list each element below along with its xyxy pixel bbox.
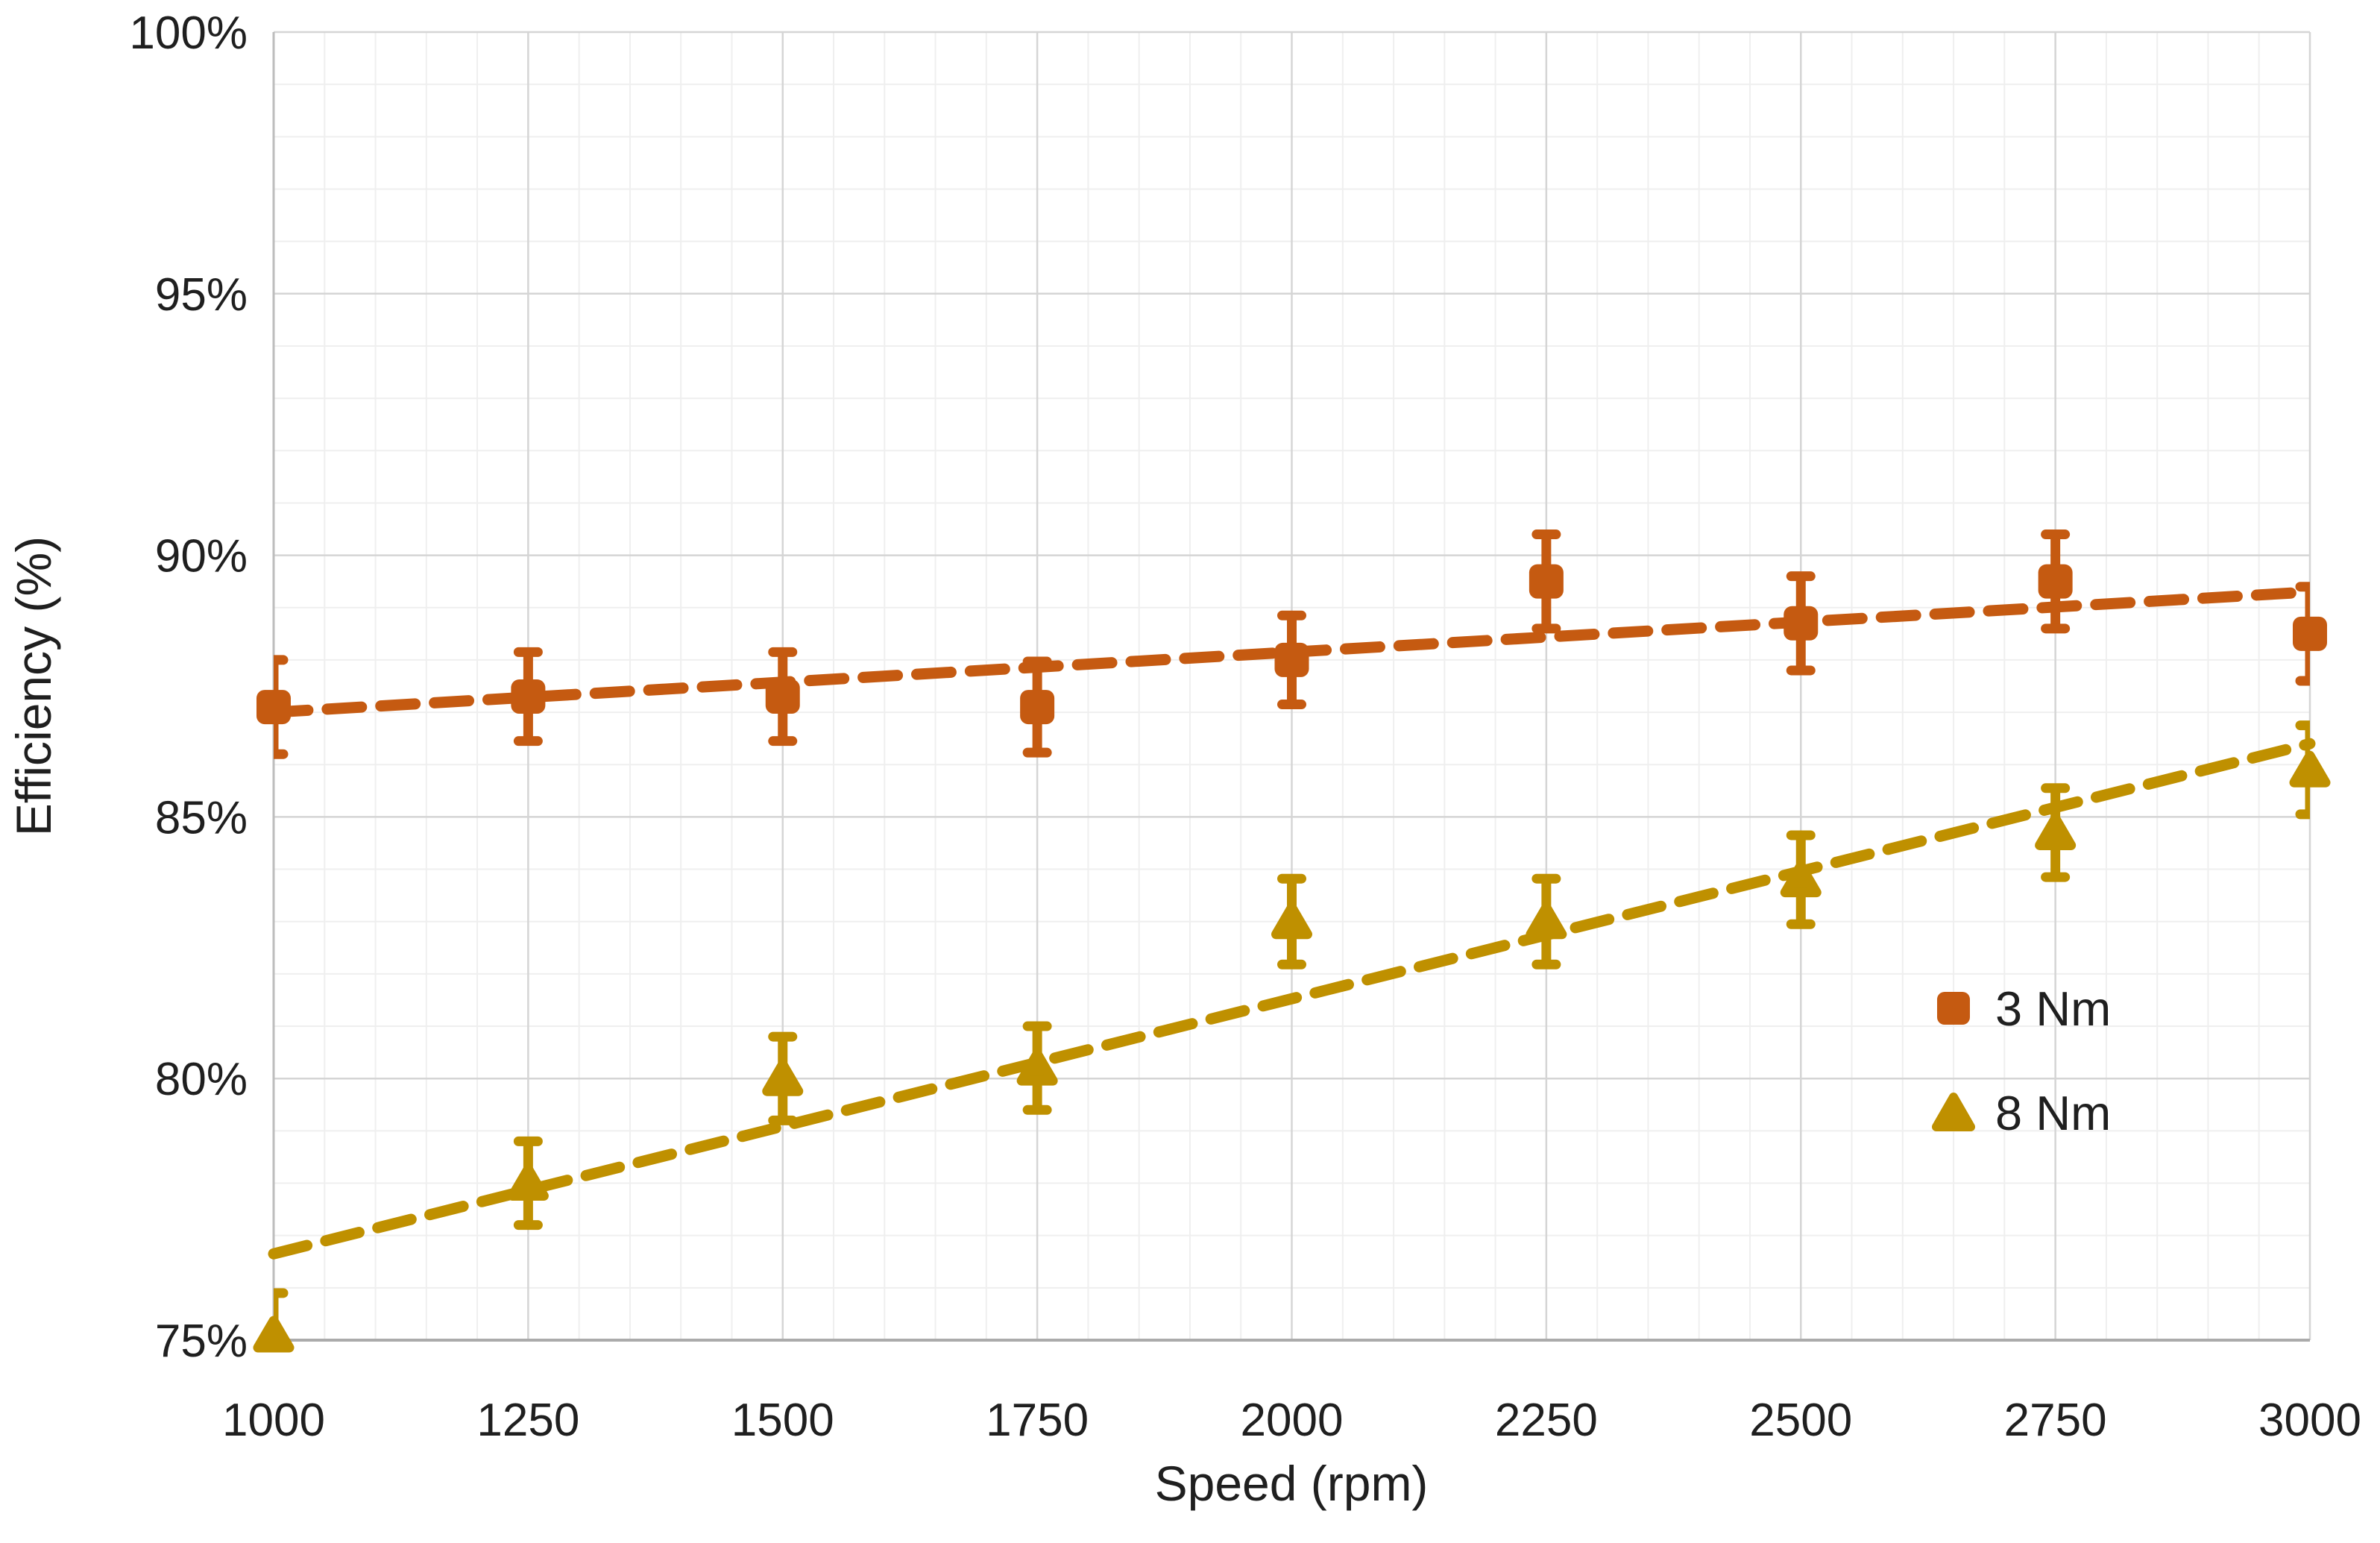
x-tick-label: 3000 xyxy=(2258,1395,2361,1446)
y-axis-title: Efficiency (%) xyxy=(6,536,61,836)
triangle-marker-8-nm xyxy=(762,1059,804,1096)
square-marker-3-nm xyxy=(1020,690,1055,725)
error-bar xyxy=(274,655,289,759)
triangle-marker-8-nm xyxy=(1016,1049,1058,1086)
y-axis-tick-labels: 100% 95% 90% 85% 80% 75% xyxy=(129,7,248,1367)
y-tick-label: 80% xyxy=(155,1054,248,1105)
triangle-marker-8-nm xyxy=(253,1316,295,1353)
square-marker-3-nm xyxy=(2293,616,2327,651)
x-tick-label: 2750 xyxy=(2004,1395,2107,1446)
square-marker-3-nm xyxy=(511,679,546,714)
legend-triangle-marker-8nm xyxy=(1932,1093,1975,1131)
triangle-marker-8-nm xyxy=(1271,902,1312,940)
legend-square-marker-3nm xyxy=(1937,992,1970,1025)
triangle-marker-8-nm xyxy=(507,1164,549,1201)
x-tick-label: 1000 xyxy=(222,1395,325,1446)
x-tick-label: 1500 xyxy=(731,1395,834,1446)
x-tick-label: 1750 xyxy=(986,1395,1089,1446)
triangle-marker-8-nm xyxy=(1780,861,1822,898)
legend-label-3nm: 3 Nm xyxy=(1995,981,2111,1036)
triangle-marker-8-nm xyxy=(2035,813,2077,850)
y-tick-label: 90% xyxy=(155,531,248,582)
y-tick-label: 100% xyxy=(129,7,248,59)
square-marker-3-nm xyxy=(1784,606,1819,641)
square-marker-3-nm xyxy=(256,690,291,725)
x-axis-title: Speed (rpm) xyxy=(1155,1456,1429,1511)
trendline-8-nm xyxy=(268,738,2316,1260)
square-marker-3-nm xyxy=(2038,564,2073,599)
y-tick-label: 95% xyxy=(155,269,248,321)
x-tick-label: 2250 xyxy=(1495,1395,1598,1446)
x-tick-label: 2500 xyxy=(1749,1395,1852,1446)
triangle-marker-8-nm xyxy=(2289,750,2331,788)
square-marker-3-nm xyxy=(1529,564,1564,599)
square-marker-3-nm xyxy=(765,679,800,714)
triangle-marker-8-nm xyxy=(1526,902,1567,940)
y-tick-label: 85% xyxy=(155,792,248,843)
error-bar xyxy=(2295,720,2310,820)
x-tick-label: 1250 xyxy=(476,1395,579,1446)
legend-label-8nm: 8 Nm xyxy=(1995,1086,2111,1140)
error-bar xyxy=(274,1288,289,1340)
x-axis-tick-labels: 1000 1250 1500 1750 2000 2250 2500 2750 3000 xyxy=(222,1395,2361,1446)
legend: 3 Nm 8 Nm xyxy=(1932,981,2111,1140)
error-bar xyxy=(2295,582,2310,686)
square-marker-3-nm xyxy=(1274,642,1309,677)
y-tick-label: 75% xyxy=(155,1316,248,1367)
x-tick-label: 2000 xyxy=(1241,1395,1344,1446)
data-markers xyxy=(253,564,2331,1353)
